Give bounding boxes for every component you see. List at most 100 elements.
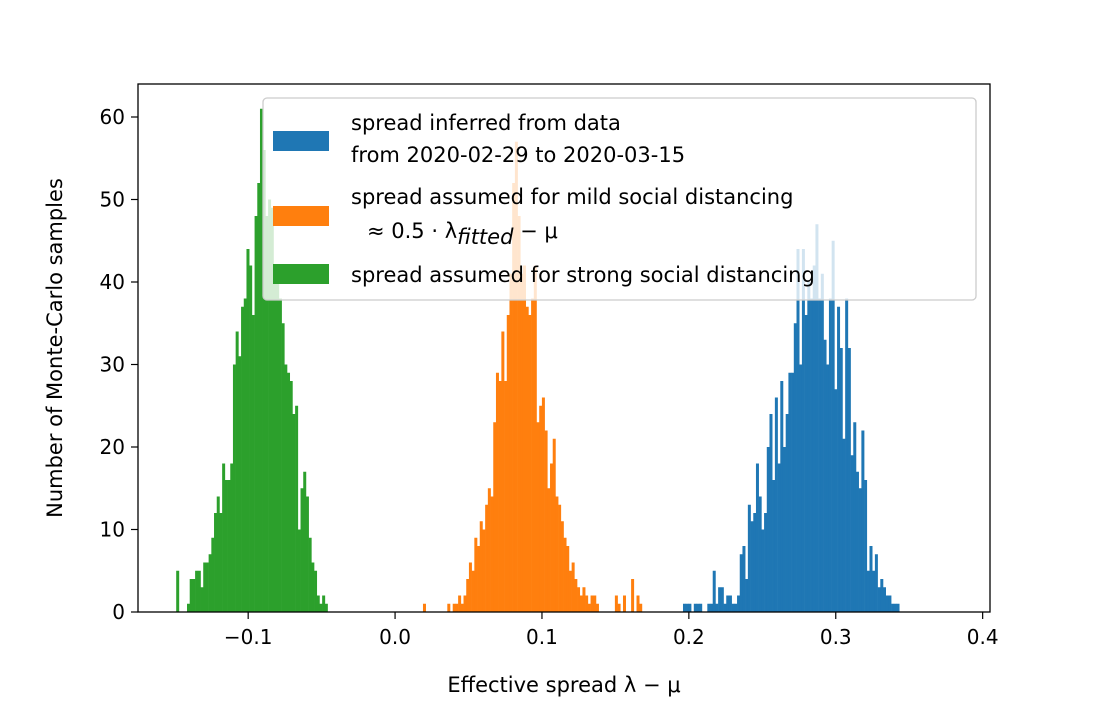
histogram-bar	[739, 554, 743, 612]
histogram-bar	[319, 603, 323, 612]
histogram-bar	[742, 546, 746, 612]
histogram-bar	[577, 587, 581, 612]
histogram-bar	[259, 108, 263, 612]
histogram-bar	[839, 348, 843, 612]
x-tick-label: −0.1	[224, 625, 273, 649]
histogram-bar	[504, 381, 508, 612]
histogram-bar	[241, 306, 245, 612]
histogram-bar	[796, 249, 800, 612]
y-tick-label: 60	[100, 105, 125, 129]
histogram-bar	[216, 496, 220, 612]
histogram-bar	[200, 587, 204, 612]
legend-swatch-inferred	[273, 131, 329, 151]
histogram-bar	[243, 298, 247, 612]
histogram-bar	[262, 150, 266, 612]
histogram-bar	[539, 405, 543, 612]
histogram-bar	[455, 603, 459, 612]
histogram-bar	[845, 298, 849, 612]
histogram-bar	[452, 603, 456, 612]
histogram-bar	[544, 430, 548, 612]
histogram-bar	[737, 595, 741, 612]
histogram-bar	[495, 372, 499, 612]
series-2-bars	[176, 108, 328, 612]
histogram-bar	[693, 603, 697, 612]
histogram-bar	[520, 273, 524, 612]
histogram-bar	[550, 463, 554, 612]
y-tick-label: 0	[112, 600, 125, 624]
histogram-bar	[292, 414, 296, 612]
histogram-bar	[552, 438, 556, 612]
histogram-bar	[755, 463, 759, 612]
histogram-bar	[289, 381, 293, 612]
histogram-bar	[471, 570, 475, 612]
legend-box	[262, 97, 977, 301]
histogram-bar	[837, 306, 841, 612]
legend-swatch-mild	[273, 206, 329, 226]
histogram-bar	[246, 249, 250, 612]
histogram-bar	[257, 183, 261, 612]
histogram-bar	[560, 521, 564, 612]
histogram-bar	[485, 504, 489, 612]
histogram-bar	[764, 513, 768, 612]
histogram-bar	[273, 265, 277, 612]
x-axis-title: Effective spread λ − μ	[447, 673, 680, 697]
histogram-bar	[531, 298, 535, 612]
histogram-bar	[268, 199, 272, 612]
histogram-bar	[498, 381, 502, 612]
series-1-bars	[422, 141, 643, 612]
histogram-bar	[699, 603, 703, 612]
histogram-bar	[788, 372, 792, 612]
histogram-bar	[568, 570, 572, 612]
legend-label-inferred-line1: spread inferred from data	[351, 111, 621, 135]
histogram-bar	[270, 207, 274, 612]
histogram-bar	[774, 397, 778, 612]
histogram-bar	[284, 364, 288, 612]
histogram-bar	[866, 570, 870, 612]
histogram-bar	[447, 603, 451, 612]
histogram-bar	[758, 496, 762, 612]
histogram-bar	[211, 537, 215, 612]
histogram-bar	[622, 595, 626, 612]
y-tick-label: 20	[100, 435, 125, 459]
histogram-bar	[541, 397, 545, 612]
histogram-bar	[877, 587, 881, 612]
histogram-bar	[525, 306, 529, 612]
histogram-bar	[501, 331, 505, 612]
histogram-bar	[831, 240, 835, 612]
histogram-bar	[614, 595, 618, 612]
histogram-bar	[463, 595, 467, 612]
histogram-bar	[460, 603, 464, 612]
histogram-bar	[883, 587, 886, 612]
histogram-bar	[468, 562, 472, 612]
histogram-bar	[874, 554, 878, 612]
legend-label-mild-line2: ≈ 0.5 · λfitted − μ	[367, 219, 558, 249]
histogram-bar	[710, 603, 714, 612]
histogram-bar	[587, 603, 591, 612]
histogram-bar	[308, 537, 312, 612]
histogram-bar	[715, 603, 719, 612]
histogram-bar	[219, 513, 223, 612]
histogram-bar	[864, 480, 868, 612]
histogram-bar	[847, 348, 851, 612]
histogram-bar	[487, 488, 491, 612]
histogram-bar	[585, 595, 589, 612]
histogram-bar	[238, 356, 242, 612]
histogram-bar	[514, 141, 518, 612]
histogram-bar	[522, 265, 526, 612]
histogram-bar	[281, 323, 285, 612]
histogram-bar	[761, 529, 765, 612]
histogram-bar	[731, 603, 735, 612]
histogram-bar	[834, 389, 838, 612]
histogram-bar	[712, 570, 716, 612]
legend-label-mild-line1: spread assumed for mild social distancin…	[351, 185, 793, 209]
histogram-bar	[728, 595, 732, 612]
legend-mild-subscript: fitted	[457, 225, 514, 249]
histogram-bar	[801, 249, 805, 612]
histogram-bar	[422, 603, 426, 612]
histogram-bar	[753, 513, 757, 612]
histogram-bar	[224, 480, 228, 612]
histogram-bar	[265, 216, 269, 612]
histogram-bar	[322, 595, 326, 612]
